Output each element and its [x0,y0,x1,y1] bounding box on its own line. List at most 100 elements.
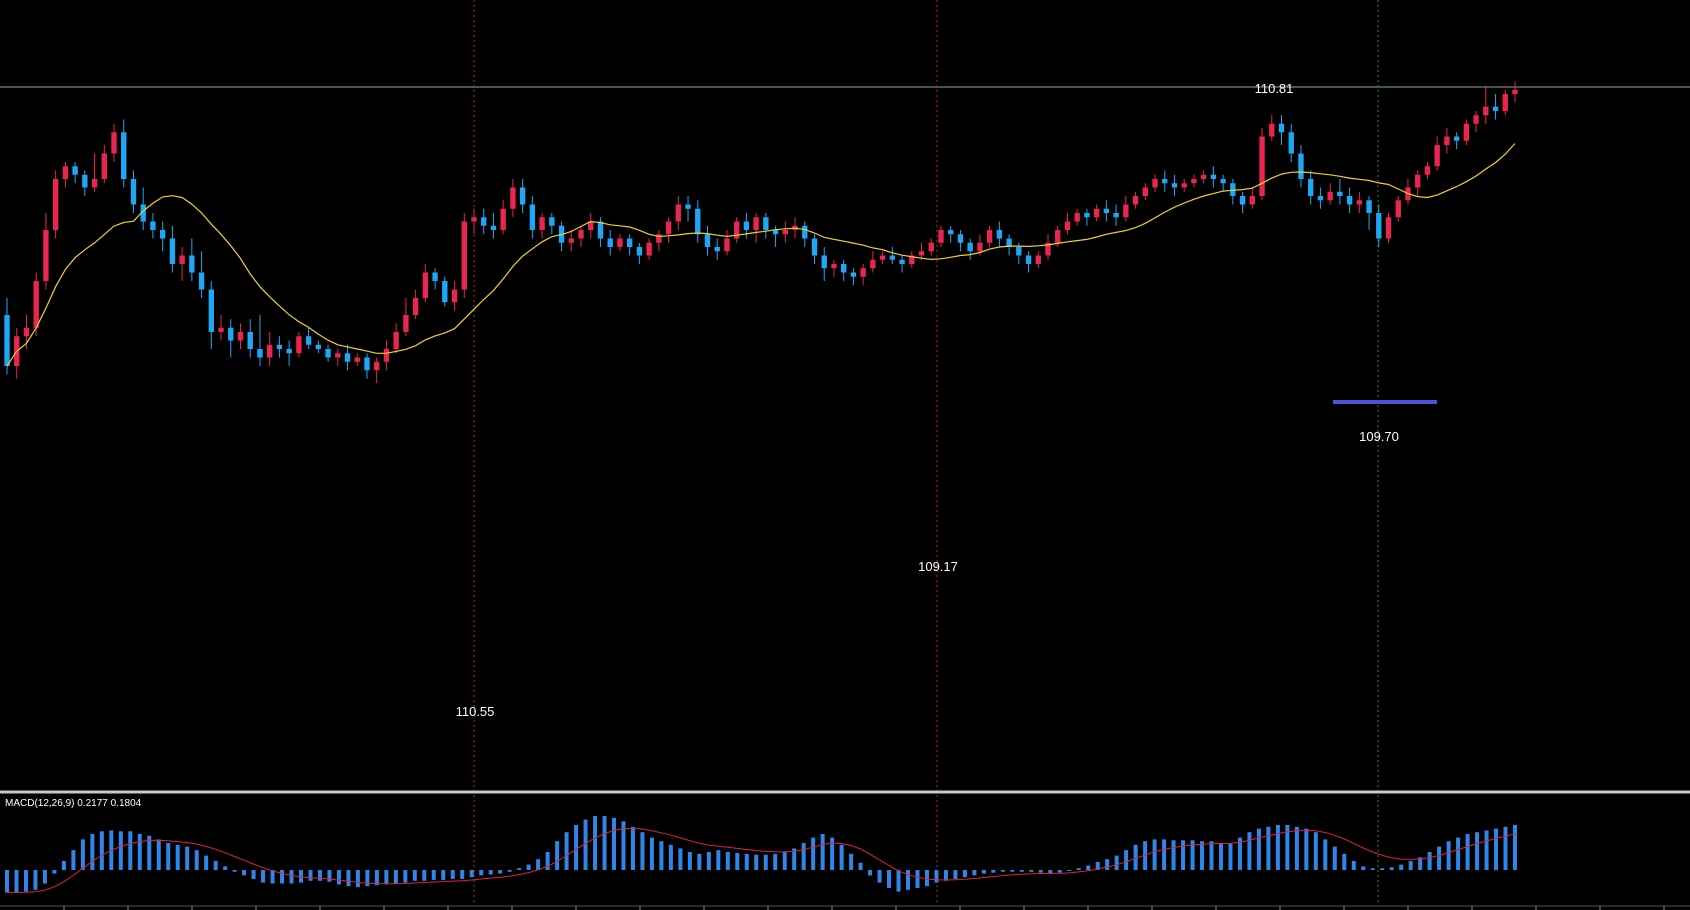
macd-bar [1237,837,1242,870]
candle [4,298,10,375]
candle [500,200,506,235]
candle [1152,174,1158,192]
candle-body [1016,247,1022,256]
candle-body [383,349,390,362]
macd-bar [374,870,379,886]
candle [43,213,49,290]
macd-bar [156,839,161,870]
macd-bar [422,870,427,881]
candle-body [918,251,925,256]
candle-body [743,221,750,230]
candle-body [870,259,876,269]
candle [422,264,429,303]
candle [1405,179,1411,205]
macd-bar [308,870,313,881]
price-label-low-1: 110.55 [456,704,495,719]
candle-body [140,204,146,222]
candle-body [267,344,273,358]
candle [782,221,788,243]
candle [1132,191,1139,209]
candle [685,196,691,222]
candle [558,221,565,252]
candle-body [1142,187,1148,196]
candle-body [1249,196,1255,205]
candle-body [597,221,604,239]
candle-body [656,234,662,243]
macd-bar [1095,861,1100,870]
candle-body [1327,191,1333,201]
candle-body [519,187,526,205]
candle-body [1064,221,1071,230]
candle-body [111,132,117,154]
macd-bar [1304,828,1309,870]
candle-body [636,247,643,256]
candle [276,336,283,358]
candle [1181,179,1187,192]
macd-bar [147,835,152,870]
candle [33,272,39,337]
candle [1512,81,1518,103]
candle-body [909,255,915,264]
candle [189,238,195,281]
macd-bar [716,850,721,870]
candle-body [1366,200,1372,213]
candle-body [821,255,827,269]
candle [52,170,59,239]
macd-bar [687,852,692,870]
candle [850,268,857,286]
macd-bar [460,870,465,879]
macd-bar [517,868,522,870]
macd-bar [1494,828,1499,870]
macd-bar [896,870,901,892]
candle [481,208,487,235]
candle-body [675,204,681,222]
candle [675,196,681,230]
candle-body [1171,183,1178,188]
macd-bar [545,852,550,870]
candle [1269,115,1275,141]
candle-body [1395,200,1401,218]
candle [296,332,302,358]
macd-bar [1076,868,1081,870]
macd-bar [1105,859,1110,870]
candle-body [198,272,205,290]
price-label-low-3: 109.70 [1359,429,1399,444]
candle-body [471,217,477,222]
candle-body [1298,153,1304,179]
candle-body [1288,132,1294,154]
candle [159,221,166,252]
candle [928,238,934,256]
candle [325,344,331,362]
candle-body [1444,136,1450,145]
candle-body [82,174,88,188]
candle [344,344,351,371]
macd-bar [289,870,294,884]
candle [870,251,876,273]
candle-body [1473,115,1479,124]
candle [753,213,759,243]
macd-bar [536,859,541,870]
candle [1278,115,1285,145]
candle [811,234,818,264]
candle [899,255,905,273]
candle-body [422,272,429,298]
candle-body [286,349,292,354]
candle [1171,174,1178,196]
candle-body [159,230,166,239]
candle [461,213,467,298]
candle-body [1512,89,1518,94]
candle [1093,204,1100,222]
macd-bar [773,853,778,870]
macd-bar [194,850,199,870]
macd-bar [735,852,740,870]
macd-bar [887,870,892,888]
candle [374,357,380,383]
candle [1113,204,1119,226]
macd-bar [583,819,588,870]
candle [519,179,526,213]
macd-bar [1133,844,1138,870]
macd-bar [507,870,512,872]
macd-bar [1399,864,1404,870]
candle-body [986,230,993,243]
